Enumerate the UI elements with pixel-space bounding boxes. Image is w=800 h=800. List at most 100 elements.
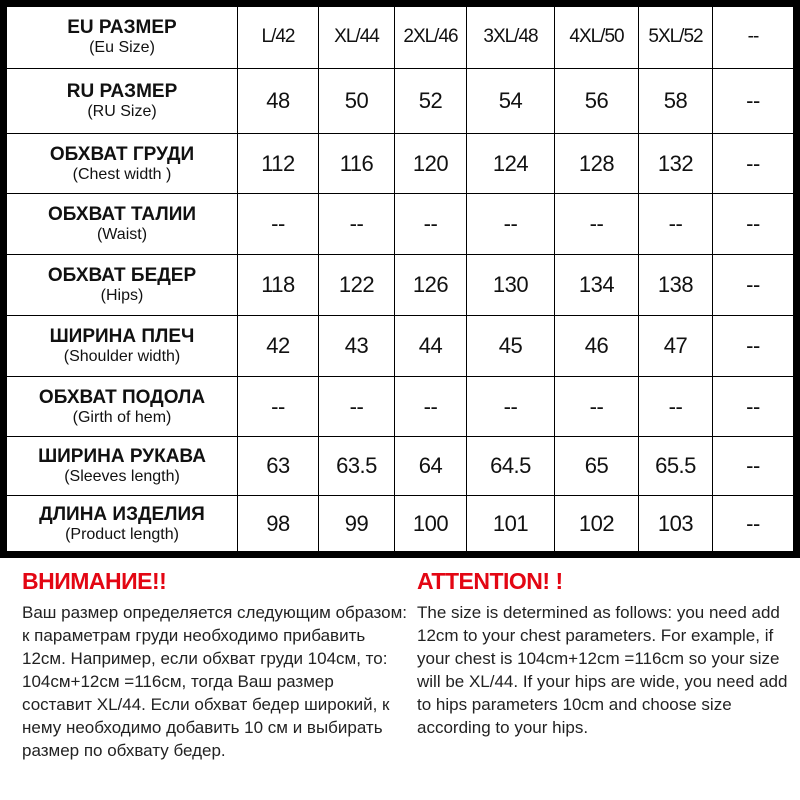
table-cell: -- — [638, 193, 713, 256]
table-cell: -- — [237, 193, 319, 256]
russian-note-title: ВНИМАНИЕ!! — [22, 568, 167, 594]
row-label: ШИРИНА ПЛЕЧ (Shoulder width) — [3, 314, 238, 377]
table-cell: -- — [712, 495, 797, 555]
table-cell: 98 — [237, 495, 319, 555]
table-cell: 3XL/48 — [466, 3, 555, 69]
table-cell: 100 — [394, 495, 467, 555]
table-cell: -- — [638, 375, 713, 438]
table-cell: -- — [712, 436, 797, 497]
table-cell: -- — [466, 193, 555, 256]
table-cell: 5XL/52 — [638, 3, 713, 69]
table-cell: 48 — [237, 67, 319, 134]
table-cell: -- — [394, 193, 467, 256]
table-cell: L/42 — [237, 3, 319, 69]
table-cell: 64.5 — [466, 436, 555, 497]
table-cell: 47 — [638, 314, 713, 377]
english-note-title: ATTENTION! ! — [417, 568, 563, 594]
row-label-ru: ДЛИНА ИЗДЕЛИЯ — [39, 503, 205, 525]
table-cell: 120 — [394, 132, 467, 195]
table-cell: 118 — [237, 254, 319, 316]
row-label: ОБХВАТ ГРУДИ (Chest width ) — [3, 132, 238, 195]
table-cell: 122 — [318, 254, 395, 316]
row-label: ОБХВАТ ПОДОЛА (Girth of hem) — [3, 375, 238, 438]
row-label-en: (Waist) — [96, 226, 148, 244]
table-cell: 44 — [394, 314, 467, 377]
table-cell: 130 — [466, 254, 555, 316]
table-cell: 46 — [554, 314, 639, 377]
table-cell: XL/44 — [318, 3, 395, 69]
row-label-en: (Sleeves length) — [64, 468, 180, 486]
table-cell: -- — [712, 314, 797, 377]
row-label: ДЛИНА ИЗДЕЛИЯ (Product length) — [3, 495, 238, 555]
table-cell: 102 — [554, 495, 639, 555]
row-label-en: (Hips) — [100, 287, 144, 305]
table-cell: 103 — [638, 495, 713, 555]
table-row: EU РАЗМЕР (Eu Size) L/42 XL/44 2XL/46 3XL/48 4… — [3, 3, 797, 69]
table-row: ШИРИНА РУКАВА (Sleeves length) 63 63.5 64 64.… — [3, 436, 797, 497]
table-cell: -- — [712, 3, 797, 69]
table-cell: 63 — [237, 436, 319, 497]
row-label-ru: ОБХВАТ БЕДЕР — [47, 265, 197, 287]
table-cell: -- — [554, 193, 639, 256]
row-label: RU РАЗМЕР (RU Size) — [3, 67, 238, 134]
table-row: ОБХВАТ ПОДОЛА (Girth of hem) -- -- -- -- -- -- -… — [3, 375, 797, 438]
table-cell: 132 — [638, 132, 713, 195]
table-cell: -- — [712, 193, 797, 256]
table-cell: 124 — [466, 132, 555, 195]
table-cell: 112 — [237, 132, 319, 195]
table-cell: -- — [712, 67, 797, 134]
row-label-ru: ШИРИНА РУКАВА — [38, 446, 206, 468]
row-label-ru: RU РАЗМЕР — [66, 80, 178, 102]
table-cell: 64 — [394, 436, 467, 497]
table-cell: 138 — [638, 254, 713, 316]
row-label-ru: ШИРИНА ПЛЕЧ — [49, 325, 195, 347]
table-cell: 99 — [318, 495, 395, 555]
table-cell: -- — [394, 375, 467, 438]
table-row: ШИРИНА ПЛЕЧ (Shoulder width) 42 43 44 45 46 47-… — [3, 314, 797, 377]
table-cell: 58 — [638, 67, 713, 134]
table-cell: 52 — [394, 67, 467, 134]
table-cell: 42 — [237, 314, 319, 377]
table-cell: -- — [318, 193, 395, 256]
table-row: ОБХВАТ ГРУДИ (Chest width ) 112 116 120 124 12… — [3, 132, 797, 195]
size-table: EU РАЗМЕР (Eu Size) L/42 XL/44 2XL/46 3XL/48 4… — [0, 0, 800, 558]
row-label-en: (RU Size) — [87, 102, 157, 120]
row-label-en: (Girth of hem) — [72, 408, 172, 426]
row-label-en: (Chest width ) — [72, 165, 172, 183]
table-cell: 134 — [554, 254, 639, 316]
row-label-en: (Eu Size) — [89, 39, 155, 57]
table-cell: -- — [554, 375, 639, 438]
table-cell: 101 — [466, 495, 555, 555]
row-label: ОБХВАТ БЕДЕР (Hips) — [3, 254, 238, 316]
table-cell: 2XL/46 — [394, 3, 467, 69]
table-cell: 65.5 — [638, 436, 713, 497]
row-label-ru: ОБХВАТ ПОДОЛА — [38, 386, 206, 408]
table-cell: 50 — [318, 67, 395, 134]
table-cell: 45 — [466, 314, 555, 377]
russian-note-text: Ваш размер определяется следующим образо… — [22, 603, 407, 760]
table-row: RU РАЗМЕР (RU Size) 48 50 52 54 56 58 -- — [3, 67, 797, 134]
table-row: ДЛИНА ИЗДЕЛИЯ (Product length) 98 99 100 101 1… — [3, 495, 797, 555]
english-note-text: The size is determined as follows: you n… — [417, 603, 788, 737]
table-cell: 116 — [318, 132, 395, 195]
table-cell: -- — [318, 375, 395, 438]
row-label-en: (Product length) — [65, 525, 179, 543]
row-label: EU РАЗМЕР (Eu Size) — [3, 3, 238, 69]
table-cell: -- — [712, 254, 797, 316]
row-label-ru: EU РАЗМЕР — [67, 17, 177, 39]
table-cell: 54 — [466, 67, 555, 134]
row-label: ШИРИНА РУКАВА (Sleeves length) — [3, 436, 238, 497]
russian-note: ВНИМАНИЕ!! Ваш размер определяется следу… — [22, 568, 407, 762]
table-cell: 65 — [554, 436, 639, 497]
table-cell: 56 — [554, 67, 639, 134]
table-cell: 4XL/50 — [554, 3, 639, 69]
table-cell: -- — [712, 375, 797, 438]
row-label-en: (Shoulder width) — [63, 347, 181, 365]
table-cell: -- — [712, 132, 797, 195]
table-cell: 63.5 — [318, 436, 395, 497]
english-note: ATTENTION! ! The size is determined as f… — [417, 568, 797, 739]
table-cell: 128 — [554, 132, 639, 195]
table-cell: 43 — [318, 314, 395, 377]
row-label-ru: ОБХВАТ ГРУДИ — [49, 143, 195, 165]
